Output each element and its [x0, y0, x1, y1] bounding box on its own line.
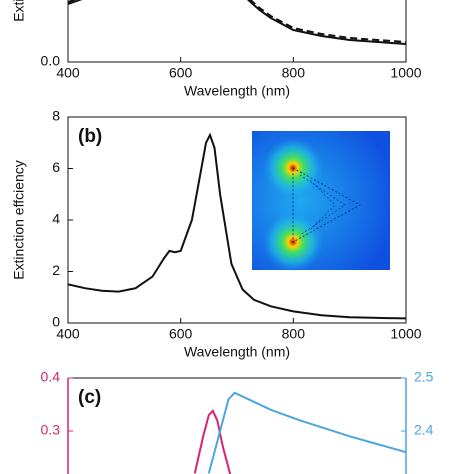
x-tick-label: 800 [282, 326, 306, 342]
series-line [68, 0, 406, 45]
inset-field-map [252, 131, 390, 272]
series-line [68, 0, 406, 43]
y-axis-label: Extinction effciency [11, 0, 27, 22]
x-tick-label: 1000 [390, 65, 421, 81]
x-tick-label: 400 [56, 65, 80, 81]
panel-label: (c) [78, 387, 101, 408]
y-tick-label: 0.3 [41, 422, 61, 438]
x-axis-label: Wavelength (nm) [184, 344, 290, 360]
y-tick-label: 0.0 [41, 53, 61, 69]
y2-tick-label: 2.4 [414, 422, 434, 438]
x-tick-label: 600 [169, 65, 193, 81]
y-tick-label: 2 [52, 262, 60, 278]
y-tick-label: 8 [52, 108, 60, 124]
y-tick-label: 0.4 [41, 369, 61, 385]
x-tick-label: 600 [169, 326, 193, 342]
y2-tick-label: 2.5 [414, 369, 434, 385]
plot-frame [67, 0, 407, 63]
y-tick-label: 6 [52, 159, 60, 175]
series-line [193, 409, 232, 474]
x-tick-label: 800 [282, 65, 306, 81]
panel-label: (b) [78, 126, 102, 147]
x-tick-label: 1000 [390, 326, 421, 342]
series-line [68, 132, 406, 320]
x-axis-label: Wavelength (nm) [184, 83, 290, 99]
y-tick-label: 0 [52, 314, 60, 330]
y-tick-label: 4 [52, 211, 60, 227]
x-tick-label: 400 [56, 326, 80, 342]
y-axis-label: Extinction effciency [11, 160, 27, 280]
series-line [207, 391, 406, 474]
